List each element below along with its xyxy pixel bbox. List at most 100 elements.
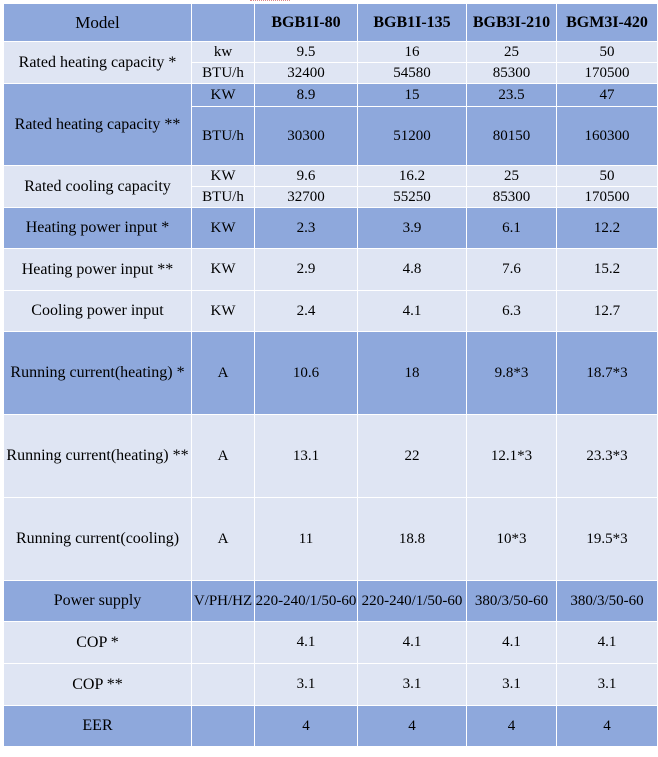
unit-label: BTU/h [192,107,254,165]
table-row: Heating power input ** KW 2.9 4.8 7.6 15… [4,249,657,290]
header-model: BGB1I-135 [358,4,466,41]
value-cell: 4 [255,706,357,746]
value-cell: 4 [467,706,556,746]
table-row: Power supply V/PH/HZ 220-240/1/50-60 220… [4,581,657,621]
value-cell: 18.8 [358,498,466,580]
value-cell: 23.3*3 [557,415,657,497]
value-cell: 6.1 [467,208,556,248]
value-cell: 8.9 [255,84,357,106]
spec-table: Model BGB1I-80 BGB1I-135 BGB3I-210 BGM3I… [3,3,658,747]
value-cell: 55250 [358,187,466,207]
value-cell: 15 [358,84,466,106]
param-label: Running current(heating) ** [4,415,191,497]
table-row: Running current(heating) ** A 13.1 22 12… [4,415,657,497]
value-cell: 25 [467,42,556,62]
value-cell: 7.6 [467,249,556,290]
value-cell: 50 [557,42,657,62]
value-cell: 2.9 [255,249,357,290]
value-cell: 10.6 [255,332,357,414]
value-cell: 9.6 [255,166,357,186]
param-label: Power supply [4,581,191,621]
header-model: BGM3I-420 [557,4,657,41]
value-cell: 3.1 [467,664,556,705]
value-cell: 2.3 [255,208,357,248]
table-row: BTU/h 32400 54580 85300 170500 [4,63,657,83]
value-cell: 380/3/50-60 [467,581,556,621]
value-cell: 12.1*3 [467,415,556,497]
value-cell: 19.5*3 [557,498,657,580]
value-cell: 3.1 [557,664,657,705]
param-label: Cooling power input [4,291,191,331]
value-cell: 47 [557,84,657,106]
table-row: EER 4 4 4 4 [4,706,657,746]
unit-label: kw [192,42,254,62]
value-cell: 85300 [467,187,556,207]
value-cell: 11 [255,498,357,580]
value-cell: 30300 [255,107,357,165]
value-cell: 80150 [467,107,556,165]
value-cell: 4 [557,706,657,746]
value-cell: 85300 [467,63,556,83]
table-row: BTU/h 30300 51200 80150 160300 [4,107,657,165]
param-label: Rated heating capacity * [4,42,191,83]
param-label: COP ** [4,664,191,705]
unit-label [192,706,254,746]
value-cell: 160300 [557,107,657,165]
unit-label: KW [192,84,254,106]
value-cell: 6.3 [467,291,556,331]
value-cell: 4.8 [358,249,466,290]
param-label: COP * [4,622,191,663]
unit-label: KW [192,291,254,331]
value-cell: 25 [467,166,556,186]
value-cell: 9.8*3 [467,332,556,414]
param-label: Rated heating capacity ** [4,84,191,165]
unit-label: V/PH/HZ [192,581,254,621]
value-cell: 12.2 [557,208,657,248]
table-row: COP * 4.1 4.1 4.1 4.1 [4,622,657,663]
header-model: BGB3I-210 [467,4,556,41]
table-row: Cooling power input KW 2.4 4.1 6.3 12.7 [4,291,657,331]
value-cell: 9.5 [255,42,357,62]
unit-label: KW [192,166,254,186]
header-model-label: Model [4,4,191,41]
value-cell: 12.7 [557,291,657,331]
value-cell: 16 [358,42,466,62]
unit-label: BTU/h [192,187,254,207]
value-cell: 32700 [255,187,357,207]
param-label: Heating power input ** [4,249,191,290]
table-row: Running current(cooling) A 11 18.8 10*3 … [4,498,657,580]
value-cell: 22 [358,415,466,497]
unit-label: A [192,415,254,497]
value-cell: 4.1 [358,622,466,663]
table-row: Rated heating capacity ** KW 8.9 15 23.5… [4,84,657,165]
table-row: Running current(heating) * A 10.6 18 9.8… [4,332,657,414]
unit-label [192,622,254,663]
value-cell: 51200 [358,107,466,165]
value-cell: 10*3 [467,498,556,580]
table-row: BTU/h 32700 55250 85300 170500 [4,187,657,207]
value-cell: 3.1 [255,664,357,705]
header-row: Model BGB1I-80 BGB1I-135 BGB3I-210 BGM3I… [4,4,657,41]
value-cell: 2.4 [255,291,357,331]
value-cell: 4.1 [255,622,357,663]
unit-label: A [192,498,254,580]
param-label: Running current(heating) * [4,332,191,414]
unit-label: BTU/h [192,63,254,83]
header-unit-blank [192,4,254,41]
value-cell: 380/3/50-60 [557,581,657,621]
value-cell: 16.2 [358,166,466,186]
value-cell: 4.1 [358,291,466,331]
table-row: Rated heating capacity * kw 9.5 16 25 50 [4,42,657,83]
param-label: Heating power input * [4,208,191,248]
value-cell: 54580 [358,63,466,83]
table-row: Rated cooling capacity KW 9.6 16.2 25 50 [4,166,657,207]
value-cell: 4.1 [557,622,657,663]
table-row: Heating power input * KW 2.3 3.9 6.1 12.… [4,208,657,248]
unit-label [192,664,254,705]
unit-label: KW [192,208,254,248]
value-cell: 32400 [255,63,357,83]
value-cell: 23.5 [467,84,556,106]
top-dotted-mark [250,0,290,1]
value-cell: 4.1 [467,622,556,663]
value-cell: 3.1 [358,664,466,705]
